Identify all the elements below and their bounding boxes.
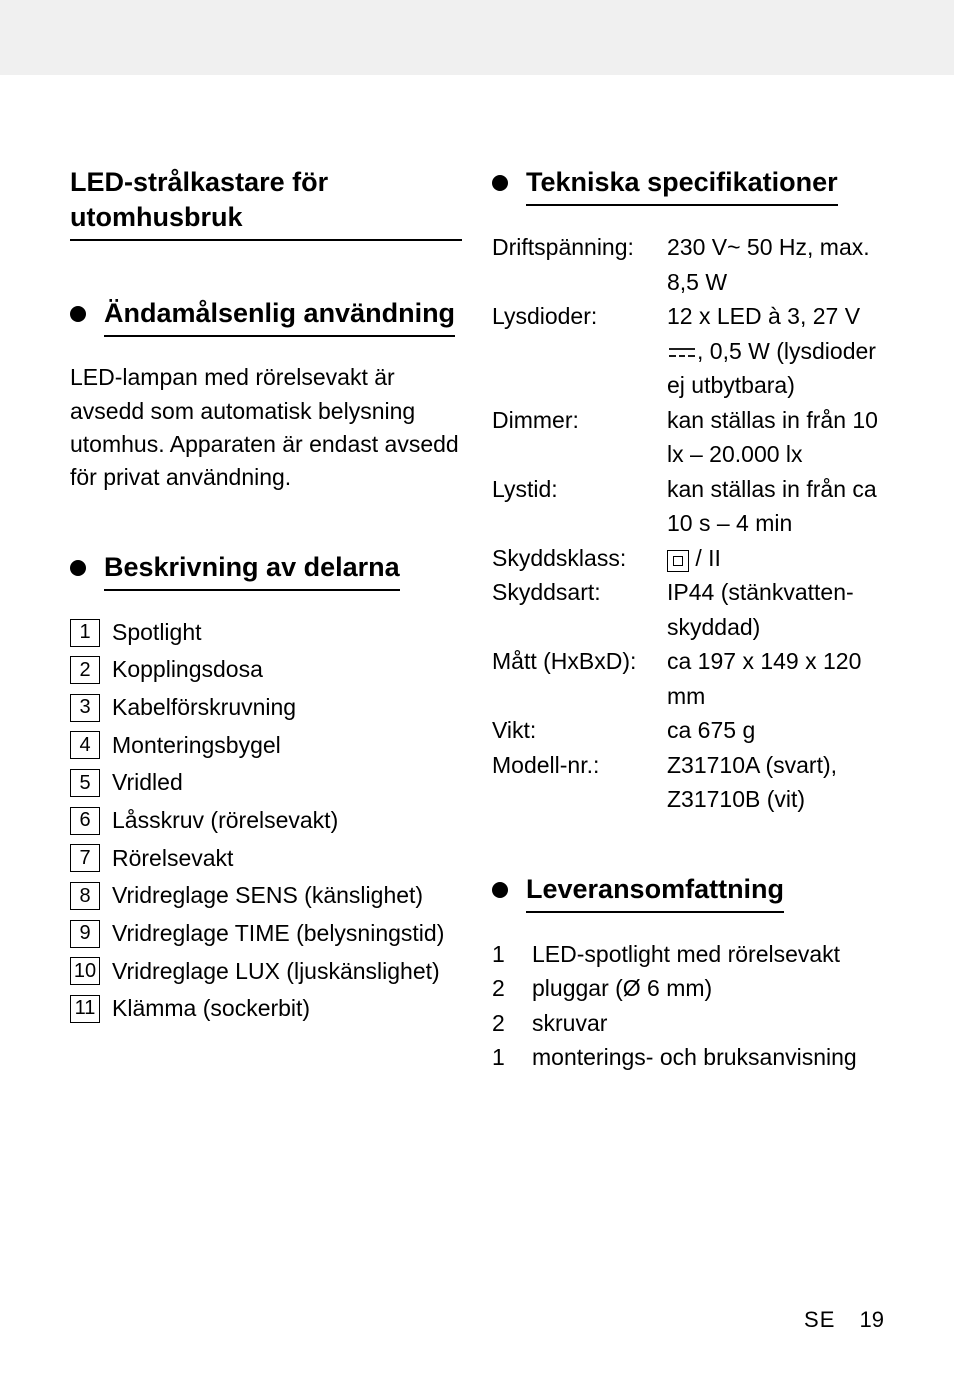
part-number-box: 4 bbox=[70, 731, 100, 759]
part-number-box: 9 bbox=[70, 920, 100, 948]
spec-value: / II bbox=[667, 541, 884, 576]
scope-row: 1LED-spotlight med rörelsevakt bbox=[492, 937, 884, 972]
part-label: Låsskruv (rörelsevakt) bbox=[112, 803, 338, 839]
scope-label: LED-spotlight med rörelsevakt bbox=[532, 937, 840, 972]
part-number-box: 11 bbox=[70, 995, 100, 1023]
spec-row: Skyddsklass: / II bbox=[492, 541, 884, 576]
spec-row: Vikt:ca 675 g bbox=[492, 713, 884, 748]
main-title: LED-strålkastare för utomhusbruk bbox=[70, 165, 462, 241]
scope-qty: 2 bbox=[492, 971, 532, 1006]
part-row: 3 Kabelförskruvning bbox=[70, 690, 462, 726]
parts-list: 1 Spotlight 2 Kopplingsdosa 3 Kabelförskruvni… bbox=[70, 615, 462, 1027]
scope-row: 2skruvar bbox=[492, 1006, 884, 1041]
page-footer: SE 19 bbox=[804, 1307, 884, 1333]
part-row: 1 Spotlight bbox=[70, 615, 462, 651]
part-number-box: 8 bbox=[70, 882, 100, 910]
part-number-box: 1 bbox=[70, 619, 100, 647]
part-label: Vridreglage TIME (belysningstid) bbox=[112, 916, 444, 952]
spec-label: Dimmer: bbox=[492, 403, 667, 472]
part-row: 2 Kopplingsdosa bbox=[70, 652, 462, 688]
left-column: LED-strålkastare för utomhusbruk Ändamål… bbox=[70, 165, 462, 1075]
spec-value: Z31710A (svart), Z31710B (vit) bbox=[667, 748, 884, 817]
spec-value: 12 x LED à 3, 27 V , 0,5 W (lysdioder ej… bbox=[667, 299, 884, 403]
part-number-box: 6 bbox=[70, 807, 100, 835]
scope-label: monterings- och bruksanvisning bbox=[532, 1040, 857, 1075]
section-title: Tekniska specifikationer bbox=[526, 165, 838, 206]
part-row: 9 Vridreglage TIME (belysningstid) bbox=[70, 916, 462, 952]
part-number-box: 5 bbox=[70, 769, 100, 797]
spec-label: Lysdioder: bbox=[492, 299, 667, 403]
part-label: Vridreglage LUX (ljuskänslighet) bbox=[112, 954, 440, 990]
two-column-layout: LED-strålkastare för utomhusbruk Ändamål… bbox=[70, 165, 884, 1075]
scope-of-delivery-list: 1LED-spotlight med rörelsevakt2pluggar (… bbox=[492, 937, 884, 1075]
right-column: Tekniska specifikationer Driftspänning:2… bbox=[492, 165, 884, 1075]
section-title: Ändamålsenlig användning bbox=[104, 296, 455, 337]
scope-qty: 1 bbox=[492, 1040, 532, 1075]
part-number-box: 3 bbox=[70, 694, 100, 722]
part-number-box: 7 bbox=[70, 844, 100, 872]
spec-label: Skyddsart: bbox=[492, 575, 667, 644]
part-row: 7 Rörelsevakt bbox=[70, 841, 462, 877]
spec-row: Skyddsart:IP44 (stänkvatten­skyddad) bbox=[492, 575, 884, 644]
part-row: 4 Monteringsbygel bbox=[70, 728, 462, 764]
intended-use-text: LED-lampan med rörelsevakt är avsedd som… bbox=[70, 361, 462, 494]
part-row: 6 Låsskruv (rörelsevakt) bbox=[70, 803, 462, 839]
country-code: SE bbox=[804, 1307, 835, 1332]
part-label: Kopplingsdosa bbox=[112, 652, 263, 688]
spec-value: kan ställas in från ca 10 s – 4 min bbox=[667, 472, 884, 541]
spec-label: Skyddsklass: bbox=[492, 541, 667, 576]
spec-label: Vikt: bbox=[492, 713, 667, 748]
spec-value: kan ställas in från 10 lx – 20.000 lx bbox=[667, 403, 884, 472]
part-label: Klämma (sockerbit) bbox=[112, 991, 310, 1027]
bullet-icon bbox=[70, 560, 86, 576]
spec-row: Lystid:kan ställas in från ca 10 s – 4 m… bbox=[492, 472, 884, 541]
spec-row: Driftspänning:230 V~ 50 Hz, max. 8,5 W bbox=[492, 230, 884, 299]
spec-value: ca 197 x 149 x 120 mm bbox=[667, 644, 884, 713]
section-heading-parts: Beskrivning av delarna bbox=[70, 550, 462, 591]
spec-table: Driftspänning:230 V~ 50 Hz, max. 8,5 WLy… bbox=[492, 230, 884, 817]
section-title: Beskrivning av delarna bbox=[104, 550, 400, 591]
spec-label: Modell-nr.: bbox=[492, 748, 667, 817]
scope-row: 2pluggar (Ø 6 mm) bbox=[492, 971, 884, 1006]
part-label: Spotlight bbox=[112, 615, 202, 651]
bullet-icon bbox=[70, 306, 86, 322]
dc-symbol-icon bbox=[669, 347, 695, 359]
spec-label: Driftspänning: bbox=[492, 230, 667, 299]
part-number-box: 10 bbox=[70, 957, 100, 985]
section-heading-intended-use: Ändamålsenlig användning bbox=[70, 296, 462, 337]
spec-row: Dimmer:kan ställas in från 10 lx – 20.00… bbox=[492, 403, 884, 472]
bullet-icon bbox=[492, 175, 508, 191]
spec-value: 230 V~ 50 Hz, max. 8,5 W bbox=[667, 230, 884, 299]
part-row: 8 Vridreglage SENS (känslighet) bbox=[70, 878, 462, 914]
scope-label: skruvar bbox=[532, 1006, 607, 1041]
part-row: 11 Klämma (sockerbit) bbox=[70, 991, 462, 1027]
scope-qty: 2 bbox=[492, 1006, 532, 1041]
spec-row: Mått (HxBxD):ca 197 x 149 x 120 mm bbox=[492, 644, 884, 713]
part-label: Kabelförskruvning bbox=[112, 690, 296, 726]
part-label: Vridled bbox=[112, 765, 183, 801]
spec-value: IP44 (stänkvatten­skyddad) bbox=[667, 575, 884, 644]
part-row: 5 Vridled bbox=[70, 765, 462, 801]
spec-row: Lysdioder:12 x LED à 3, 27 V , 0,5 W (ly… bbox=[492, 299, 884, 403]
spec-label: Mått (HxBxD): bbox=[492, 644, 667, 713]
manual-page: LED-strålkastare för utomhusbruk Ändamål… bbox=[0, 75, 954, 1375]
scope-row: 1monterings- och bruksanvisning bbox=[492, 1040, 884, 1075]
spec-label: Lystid: bbox=[492, 472, 667, 541]
section-title: Leveransomfattning bbox=[526, 872, 784, 913]
bullet-icon bbox=[492, 882, 508, 898]
part-label: Monteringsbygel bbox=[112, 728, 281, 764]
scope-qty: 1 bbox=[492, 937, 532, 972]
page-number: 19 bbox=[860, 1307, 884, 1332]
part-label: Vridreglage SENS (känslighet) bbox=[112, 878, 423, 914]
section-heading-scope: Leveransomfattning bbox=[492, 872, 884, 913]
spec-row: Modell-nr.:Z31710A (svart), Z31710B (vit… bbox=[492, 748, 884, 817]
spec-value: ca 675 g bbox=[667, 713, 884, 748]
part-number-box: 2 bbox=[70, 656, 100, 684]
section-heading-specs: Tekniska specifikationer bbox=[492, 165, 884, 206]
part-label: Rörelsevakt bbox=[112, 841, 233, 877]
scope-label: pluggar (Ø 6 mm) bbox=[532, 971, 712, 1006]
class2-symbol-icon bbox=[667, 550, 689, 572]
part-row: 10 Vridreglage LUX (ljuskänslighet) bbox=[70, 954, 462, 990]
